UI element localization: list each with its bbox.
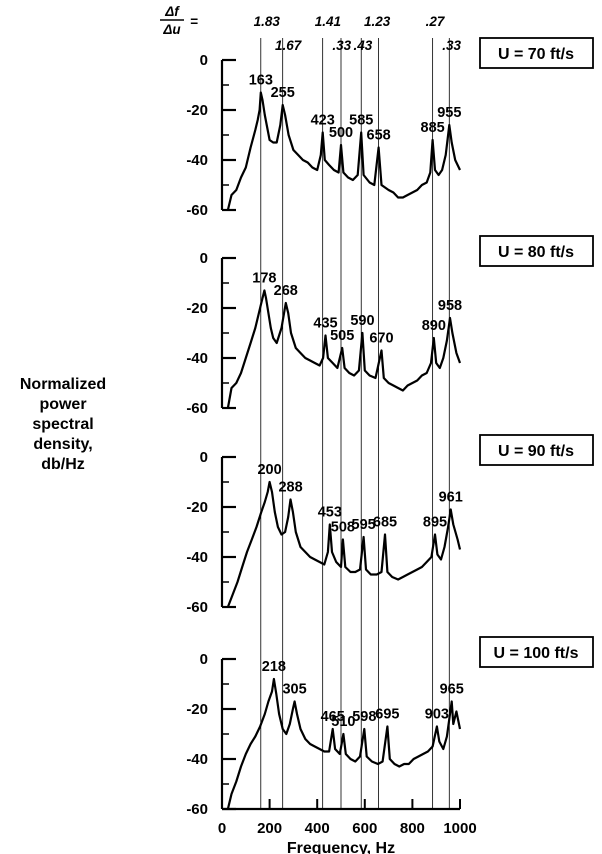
velocity-label: U = 90 ft/s <box>498 443 574 460</box>
peak-label: 255 <box>271 85 295 101</box>
y-tick-label: -40 <box>186 549 208 566</box>
x-tick-label: 0 <box>218 820 226 837</box>
peak-label: 510 <box>331 714 355 730</box>
peak-label: 598 <box>352 709 376 725</box>
peak-label: 890 <box>422 318 446 334</box>
peak-label: 465 <box>321 709 345 725</box>
y-tick-label: -20 <box>186 499 208 516</box>
peak-label: 178 <box>252 271 276 287</box>
peak-label: 218 <box>262 659 286 675</box>
y-tick-label: 0 <box>200 651 208 668</box>
y-tick-label: -40 <box>186 751 208 768</box>
peak-label: 695 <box>375 707 399 723</box>
peak-label: 500 <box>329 125 353 141</box>
x-tick-label: 200 <box>257 820 282 837</box>
spectrum-line <box>226 677 462 810</box>
peak-label: 453 <box>318 505 342 521</box>
ratio-numerator: Δf <box>164 4 180 19</box>
x-axis: 0 200 400 600 800 1000 Frequency, Hz <box>218 799 477 854</box>
y-tick-label: -60 <box>186 202 208 219</box>
peak-label: 505 <box>330 328 354 344</box>
velocity-label-box <box>479 235 594 267</box>
peak-label: 268 <box>274 283 298 299</box>
x-axis-label: Frequency, Hz <box>287 840 395 854</box>
ratio-label: .33 <box>442 38 461 53</box>
y-axis-label: Normalized power spectral density, db/Hz <box>8 375 118 475</box>
velocity-label-box <box>479 636 594 668</box>
peak-label: 955 <box>437 105 461 121</box>
velocity-label: U = 100 ft/s <box>494 645 579 662</box>
ratio-label: .27 <box>426 14 446 29</box>
y-tick-label: -20 <box>186 102 208 119</box>
y-tick-label: 0 <box>200 250 208 267</box>
peak-label: 885 <box>421 120 445 136</box>
y-tick-label: -60 <box>186 599 208 616</box>
ratio-label: .33 <box>332 38 351 53</box>
peak-label: 895 <box>423 515 447 531</box>
x-tick-label: 1000 <box>443 820 476 837</box>
velocity-label: U = 80 ft/s <box>498 244 574 261</box>
peak-label: 658 <box>367 128 391 144</box>
x-tick-label: 800 <box>400 820 425 837</box>
peak-label: 200 <box>257 462 281 478</box>
ratio-equals: = <box>190 14 198 29</box>
peak-label: 163 <box>249 73 273 89</box>
vertical-guide-lines <box>260 38 450 809</box>
x-tick-label: 600 <box>352 820 377 837</box>
velocity-label-box <box>479 434 594 466</box>
y-tick-label: -20 <box>186 300 208 317</box>
y-axis-label-line: density, <box>33 436 93 453</box>
y-axis-label-line: db/Hz <box>41 456 85 473</box>
peak-label: 685 <box>373 515 397 531</box>
y-tick-label: -60 <box>186 801 208 818</box>
peak-label: 508 <box>331 520 355 536</box>
spectrum-line <box>226 289 462 409</box>
peak-label: 288 <box>278 480 302 496</box>
y-tick-label: -60 <box>186 400 208 417</box>
ratio-denominator: Δu <box>162 22 181 37</box>
y-axis-label-line: Normalized <box>19 376 107 393</box>
y-tick-label: -40 <box>186 152 208 169</box>
y-axis-label-line: spectral <box>32 416 94 433</box>
peak-label: 305 <box>282 682 306 698</box>
peak-label: 595 <box>352 517 376 533</box>
y-tick-label: -20 <box>186 701 208 718</box>
y-tick-label: 0 <box>200 52 208 69</box>
ratio-label: .43 <box>354 38 373 53</box>
peak-label: 965 <box>440 682 464 698</box>
ratio-label: 1.23 <box>364 14 391 29</box>
y-axis-label-line: power <box>39 396 87 413</box>
peak-label: 958 <box>438 298 462 314</box>
velocity-label: U = 70 ft/s <box>498 46 574 63</box>
y-tick-label: -40 <box>186 350 208 367</box>
x-tick-label: 400 <box>305 820 330 837</box>
peak-label: 423 <box>311 113 335 129</box>
peak-label: 670 <box>369 331 393 347</box>
y-tick-label: 0 <box>200 449 208 466</box>
peak-label: 585 <box>349 113 373 129</box>
ratio-label: 1.83 <box>254 14 281 29</box>
ratio-label: 1.67 <box>275 38 303 53</box>
spectrum-line <box>226 480 462 608</box>
peak-label: 590 <box>350 313 374 329</box>
velocity-label-box <box>479 37 594 69</box>
spectrum-line <box>226 91 461 211</box>
peak-label: 435 <box>313 316 337 332</box>
ratio-label: 1.41 <box>315 14 341 29</box>
peak-label: 961 <box>439 490 463 506</box>
peak-label: 903 <box>425 707 449 723</box>
